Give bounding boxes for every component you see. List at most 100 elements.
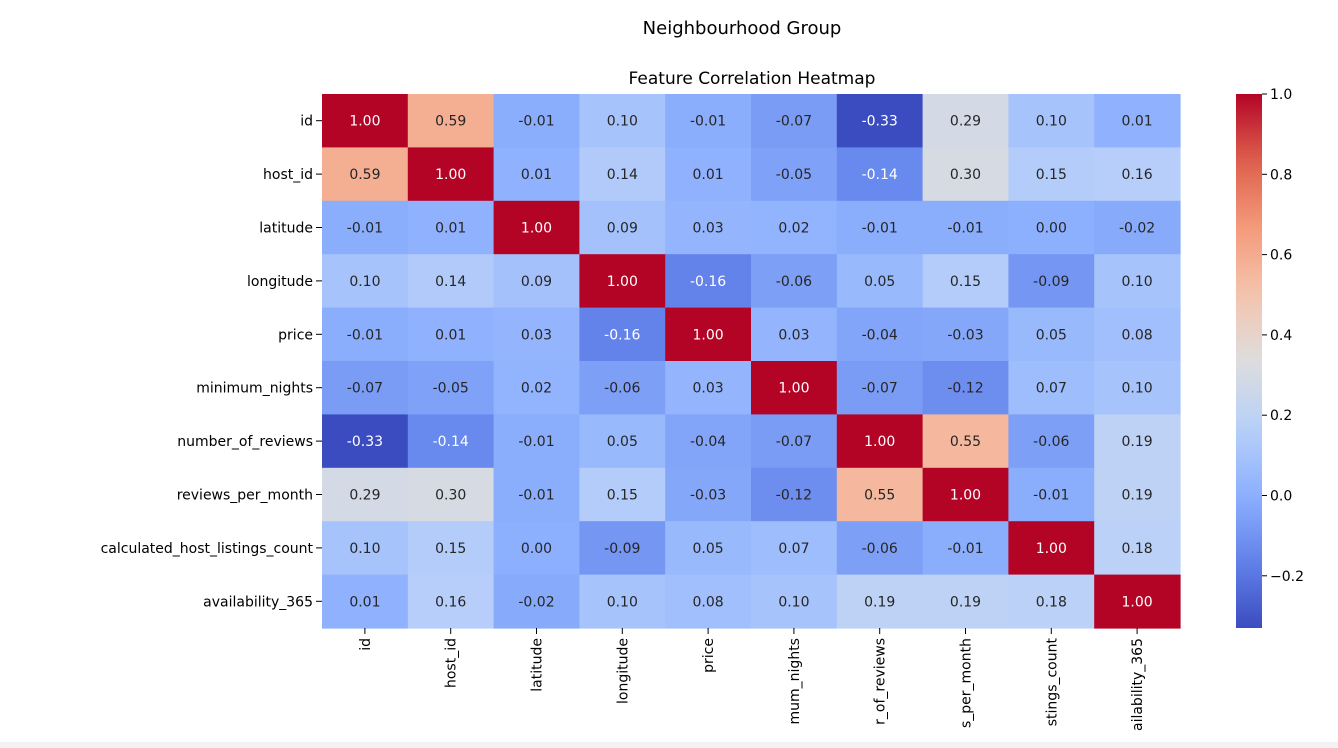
heatmap-cell [493, 94, 580, 148]
cell-annotation: 1.00 [693, 327, 724, 343]
heatmap-cells [322, 94, 1181, 629]
heatmap-cell [579, 467, 666, 522]
heatmap-cell [579, 307, 666, 362]
cell-annotation: -0.06 [1033, 434, 1069, 450]
heatmap-cell [751, 361, 838, 415]
colorbar-tick-label: 0.2 [1270, 408, 1292, 424]
cell-annotation: 0.05 [1036, 327, 1067, 343]
heatmap-cell [579, 147, 666, 202]
heatmap-cell [322, 147, 409, 202]
y-tick-label: calculated_host_listings_count [101, 541, 314, 557]
chart-title: Feature Correlation Heatmap [629, 69, 876, 89]
cell-annotation: 0.03 [778, 327, 809, 343]
cell-annotation: -0.02 [1119, 221, 1155, 237]
heatmap-cell [751, 200, 838, 255]
cell-annotation: 0.10 [349, 274, 380, 290]
heatmap-cell [322, 574, 409, 629]
cell-annotation: -0.14 [862, 167, 898, 183]
heatmap-cell [493, 307, 580, 362]
cell-annotation: 1.00 [1122, 594, 1153, 610]
heatmap-cell [1094, 361, 1181, 415]
cell-annotation: -0.05 [433, 381, 469, 397]
cell-annotation: -0.01 [518, 488, 554, 504]
cell-annotation: 0.55 [950, 434, 981, 450]
y-axis-ticks: id host_id latitude longitude price minimum_n… [101, 114, 322, 610]
cell-annotation: 1.00 [607, 274, 638, 290]
cell-annotation: 0.09 [607, 221, 638, 237]
x-tick-label: host_id [444, 638, 460, 688]
heatmap-cell [1094, 200, 1181, 255]
cell-annotation: -0.06 [776, 274, 812, 290]
cell-annotation: 0.05 [607, 434, 638, 450]
cell-annotations: 1.00 0.59 -0.01 0.10 -0.01 -0.07 -0.33 0.29 0.10… [347, 114, 1155, 611]
x-tick-label: stings_count [1044, 637, 1060, 726]
heatmap-cell [579, 254, 666, 309]
cell-annotation: 0.05 [864, 274, 895, 290]
cell-annotation: -0.33 [862, 114, 898, 130]
heatmap-cell [1008, 467, 1095, 522]
cell-annotation: 1.00 [349, 114, 380, 130]
heatmap-cell [1094, 521, 1181, 576]
cell-annotation: 0.01 [693, 167, 724, 183]
x-tick-label: price [701, 638, 717, 673]
heatmap-cell [836, 361, 924, 415]
cell-annotation: 0.29 [950, 114, 981, 130]
cell-annotation: 0.01 [435, 327, 466, 343]
heatmap-cell [1094, 307, 1181, 362]
heatmap-cell [1008, 414, 1095, 469]
y-tick-label: availability_365 [203, 594, 313, 610]
cell-annotation: 0.10 [1122, 381, 1153, 397]
cell-annotation: -0.01 [947, 221, 983, 237]
cell-annotation: -0.16 [690, 274, 726, 290]
heatmap-cell [751, 254, 838, 309]
heatmap-cell [322, 361, 409, 415]
heatmap-cell [836, 574, 924, 629]
cell-annotation: 0.55 [864, 488, 895, 504]
x-tick-label: s_per_month [959, 638, 975, 728]
cell-annotation: 1.00 [778, 381, 809, 397]
heatmap-cell [751, 467, 838, 522]
cell-annotation: 0.03 [693, 221, 724, 237]
heatmap-cell [836, 200, 924, 255]
x-tick-label: r_of_reviews [873, 638, 889, 725]
cell-annotation: 0.10 [349, 541, 380, 557]
heatmap-cell [1008, 307, 1095, 362]
colorbar-tick-label: 0.8 [1270, 167, 1292, 183]
heatmap-cell [836, 254, 924, 309]
heatmap-cell [322, 254, 409, 309]
figure-suptitle: Neighbourhood Group [643, 18, 842, 39]
heatmap-cell [751, 307, 838, 362]
colorbar [1236, 94, 1262, 628]
cell-annotation: 0.09 [521, 274, 552, 290]
heatmap-cell [836, 147, 924, 202]
cell-annotation: 0.00 [521, 541, 552, 557]
cell-annotation: 0.16 [435, 594, 466, 610]
heatmap-cell [1008, 94, 1095, 148]
heatmap-cell [1094, 147, 1181, 202]
colorbar-ticks: −0.2 0.0 0.2 0.4 0.6 0.8 1.0 [1262, 87, 1304, 585]
cell-annotation: -0.07 [776, 434, 812, 450]
x-tick-label: id [358, 638, 374, 651]
heatmap-cell [1008, 147, 1095, 202]
cell-annotation: -0.12 [776, 488, 812, 504]
heatmap-cell [407, 94, 495, 148]
heatmap-cell [493, 147, 580, 202]
heatmap-cell [922, 521, 1009, 576]
heatmap-cell [1008, 574, 1095, 629]
cell-annotation: 0.05 [693, 541, 724, 557]
heatmap-cell [579, 521, 666, 576]
y-tick-label: reviews_per_month [177, 488, 313, 504]
cell-annotation: -0.04 [690, 434, 726, 450]
heatmap-cell [579, 361, 666, 415]
cell-annotation: -0.03 [947, 327, 983, 343]
heatmap-cell [1094, 574, 1181, 629]
cell-annotation: -0.04 [862, 327, 898, 343]
y-tick-label: host_id [263, 167, 313, 183]
colorbar-tick-label: 0.4 [1270, 328, 1292, 344]
heatmap-cell [579, 414, 666, 469]
cell-annotation: 0.10 [1036, 114, 1067, 130]
colorbar-tick-label: 1.0 [1270, 87, 1292, 103]
heatmap-cell [579, 574, 666, 629]
cell-annotation: 0.16 [1122, 167, 1153, 183]
